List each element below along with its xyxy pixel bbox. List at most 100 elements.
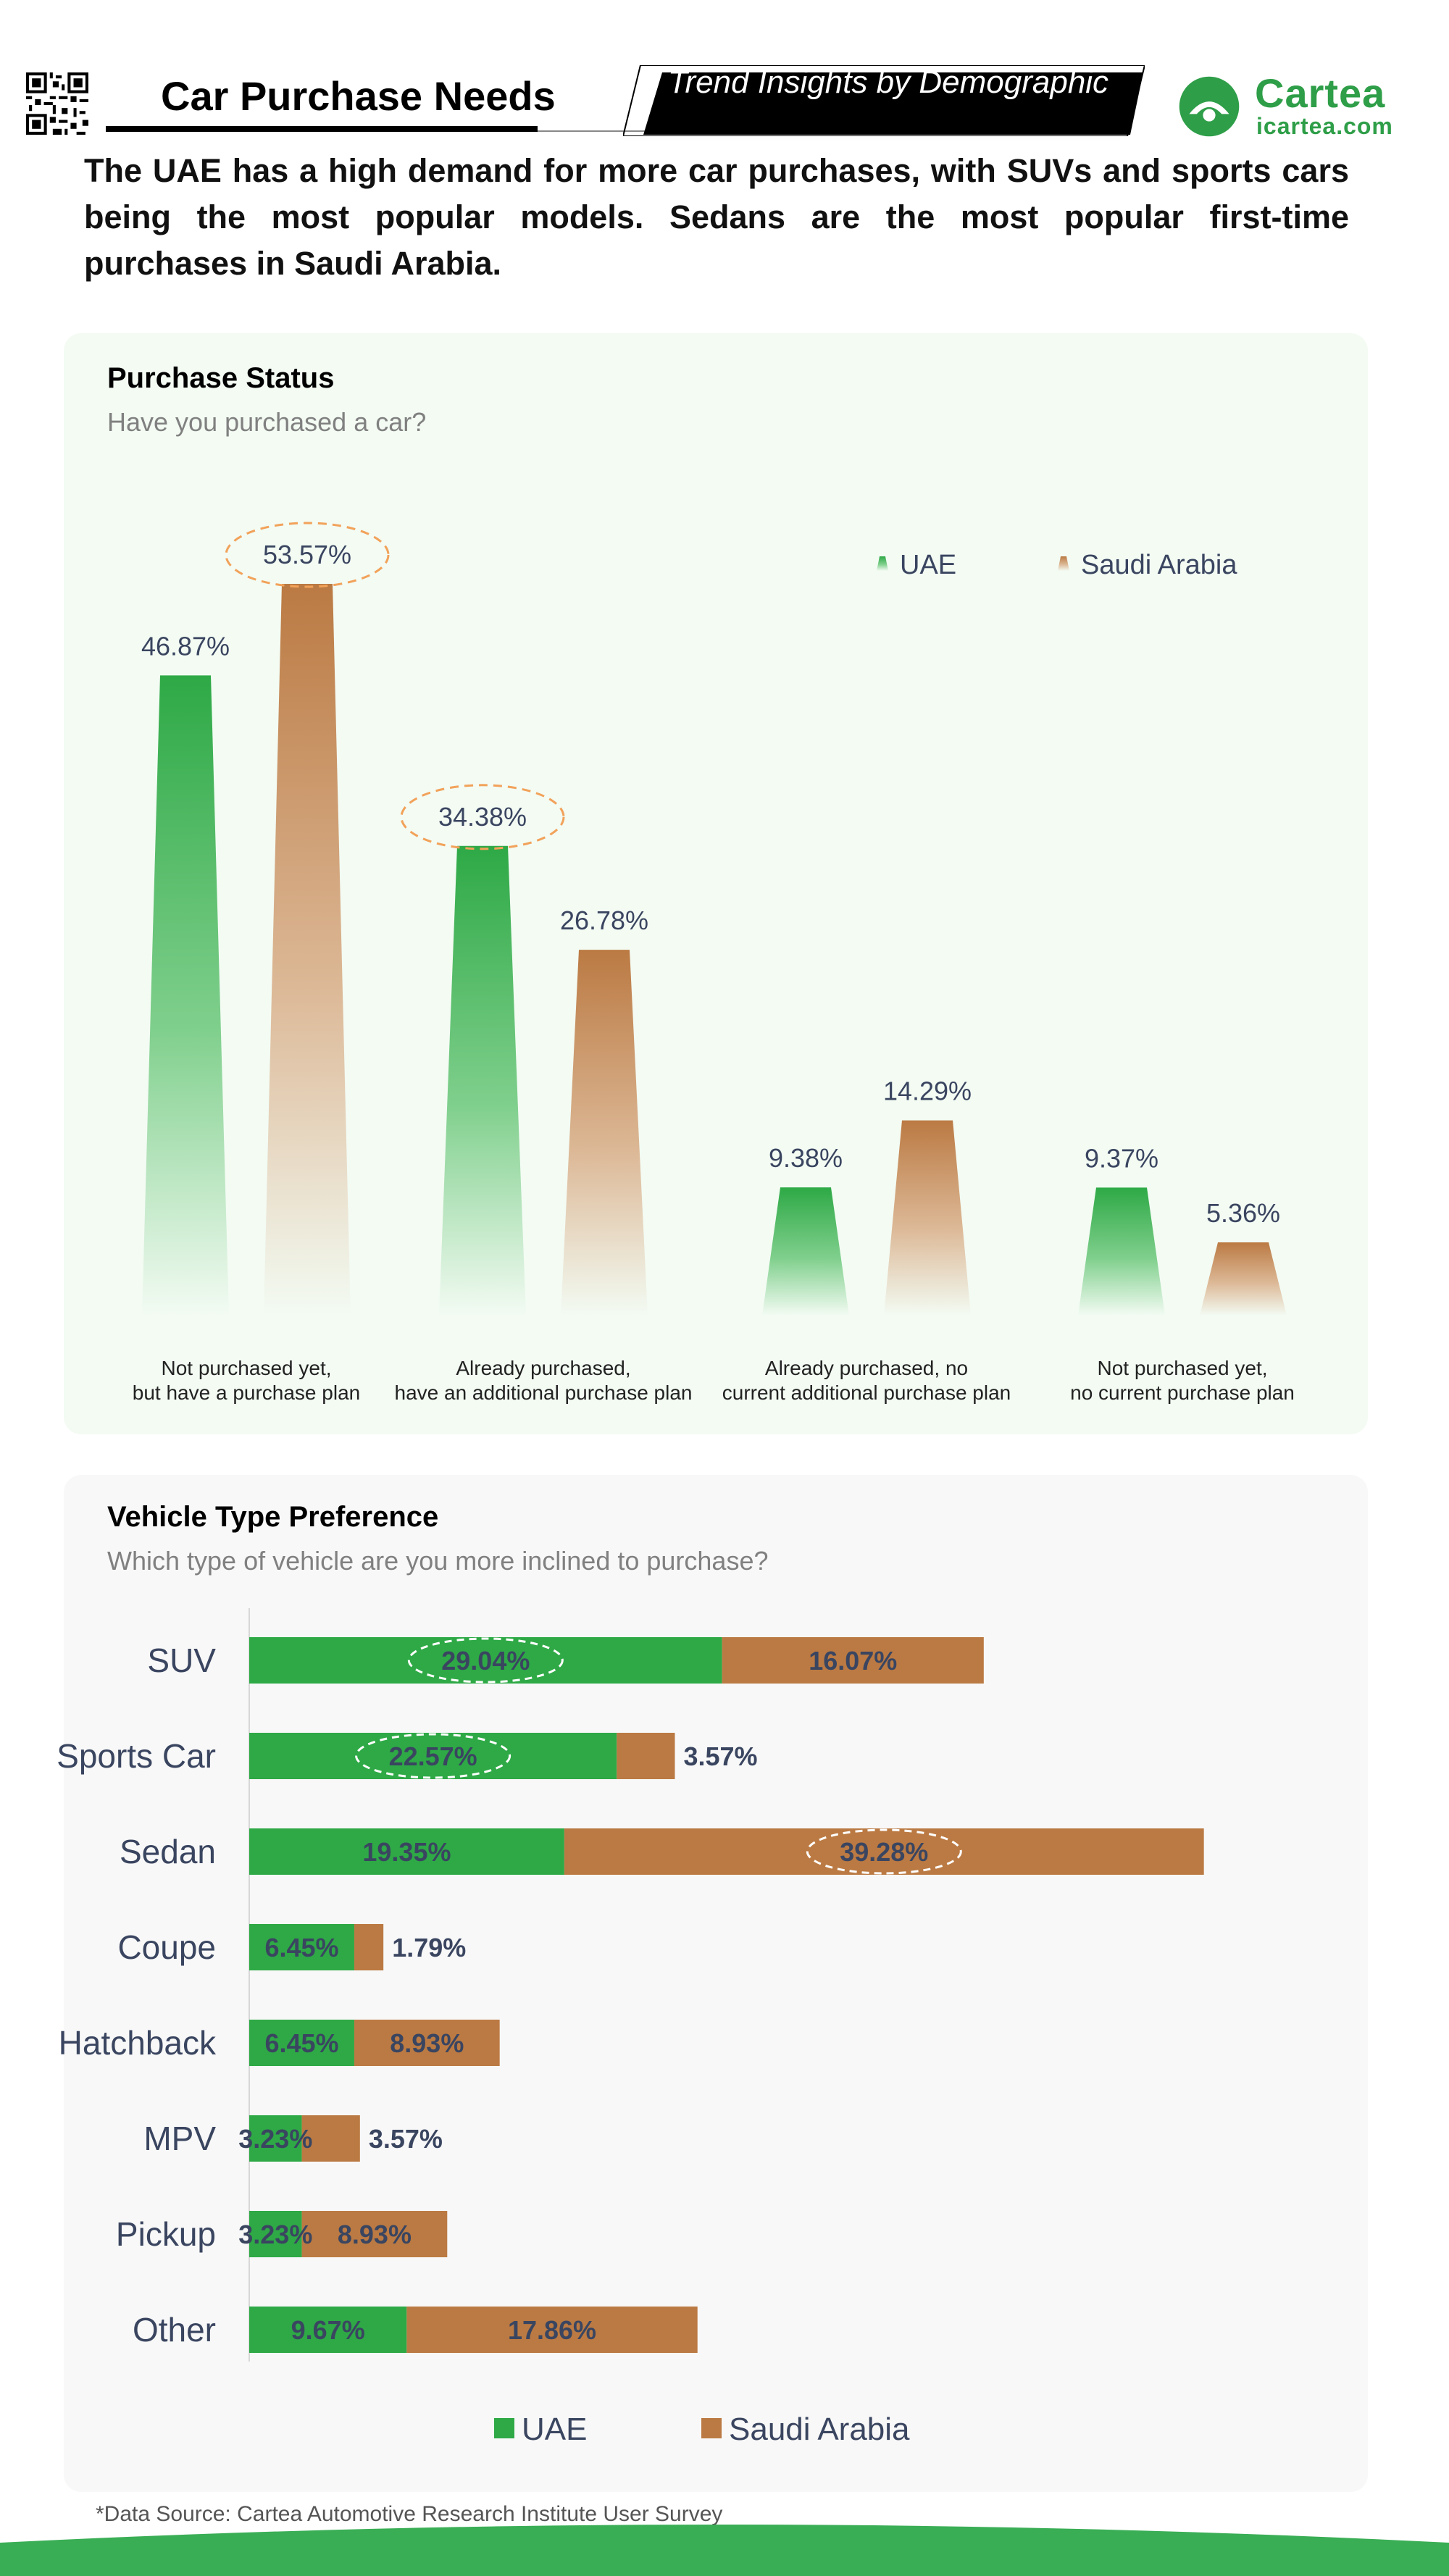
category-label-coupe: Coupe — [117, 1928, 216, 1966]
category-label-2: Already purchased,have an additional pur… — [395, 1357, 693, 1404]
value-label-uae-pickup: 3.23% — [238, 2220, 312, 2249]
bar-uae-pickup — [249, 2211, 302, 2257]
bar-saudi-arabia-mpv — [301, 2115, 360, 2162]
highlight-ring-saudi-arabia-sedan — [806, 1828, 962, 1875]
value-label-uae-suv: 29.04% — [441, 1646, 530, 1676]
value-label-uae-4: 9.37% — [1085, 1143, 1158, 1173]
value-label-uae-hatchback: 6.45% — [264, 2028, 338, 2058]
category-label-line: Not purchased yet, — [1097, 1357, 1267, 1379]
vehicle-type-title: Vehicle Type Preference — [107, 1501, 439, 1533]
title-underline — [106, 126, 538, 132]
value-label-saudi-arabia-mpv: 3.57% — [369, 2124, 443, 2154]
logo-url: icartea.com — [1256, 113, 1393, 139]
value-label-uae-other: 9.67% — [291, 2315, 365, 2345]
footer-wave — [0, 2525, 1449, 2576]
bar-saudi-arabia-1 — [264, 584, 351, 1316]
value-label-uae-sports-car: 22.57% — [389, 1741, 477, 1771]
category-label-line: no current purchase plan — [1070, 1381, 1295, 1404]
legend-swatch-uae — [877, 556, 888, 571]
data-source-note: *Data Source: Cartea Automotive Research… — [96, 2502, 723, 2526]
legend-label-saudi-arabia: Saudi Arabia — [1081, 550, 1237, 580]
legend-label-uae: UAE — [900, 550, 956, 580]
bar-uae-4 — [1078, 1187, 1165, 1316]
category-label-4: Not purchased yet,no current purchase pl… — [1070, 1357, 1295, 1404]
qr-code-icon — [26, 72, 88, 135]
title-block: Car Purchase Needs — [106, 64, 717, 136]
value-label-saudi-arabia-3: 14.29% — [883, 1076, 972, 1106]
legend-swatch-saudi-arabia — [701, 2418, 722, 2438]
value-label-saudi-arabia-other: 17.86% — [508, 2315, 596, 2345]
category-label-other: Other — [133, 2311, 216, 2349]
bar-saudi-arabia-3 — [884, 1120, 971, 1316]
legend-swatch-saudi-arabia — [1058, 556, 1069, 571]
value-label-saudi-arabia-2: 26.78% — [560, 906, 648, 935]
value-label-saudi-arabia-coupe: 1.79% — [392, 1933, 466, 1962]
value-label-saudi-arabia-1: 53.57% — [263, 540, 351, 569]
legend-swatch-uae — [494, 2418, 514, 2438]
page-title: Car Purchase Needs — [161, 73, 556, 119]
bar-uae-other — [249, 2307, 407, 2353]
category-label-line: but have a purchase plan — [133, 1381, 360, 1404]
category-label-hatchback: Hatchback — [59, 2024, 217, 2062]
category-label-sports-car: Sports Car — [57, 1737, 216, 1775]
vehicle-type-chart: SUV Sports Car Sedan Coupe Hatchback MPV Picku… — [57, 1608, 1204, 2447]
cartea-logo-icon — [1179, 76, 1240, 137]
value-label-saudi-arabia-pickup: 8.93% — [338, 2220, 412, 2249]
category-label-line: Not purchased yet, — [161, 1357, 331, 1379]
highlight-ring-uae-suv — [407, 1637, 564, 1684]
bar-uae-mpv — [249, 2115, 302, 2162]
bar-uae-coupe — [249, 1924, 354, 1970]
highlight-ring-uae-2 — [400, 784, 565, 850]
value-label-uae-2: 34.38% — [438, 802, 527, 832]
category-label-line: current additional purchase plan — [722, 1381, 1011, 1404]
legend-label-saudi-arabia: Saudi Arabia — [729, 2412, 910, 2447]
highlight-ring-saudi-arabia-1 — [225, 522, 390, 588]
bar-uae-suv — [249, 1637, 722, 1684]
value-label-saudi-arabia-hatchback: 8.93% — [390, 2028, 464, 2058]
value-label-uae-3: 9.38% — [769, 1143, 843, 1173]
bar-saudi-arabia-4 — [1200, 1242, 1287, 1316]
purchase-status-subtitle: Have you purchased a car? — [107, 407, 427, 437]
bar-uae-3 — [762, 1187, 849, 1316]
bar-saudi-arabia-2 — [561, 950, 648, 1316]
banner-text: Trend Insights by Demographic — [667, 67, 1109, 100]
value-label-uae-1: 46.87% — [141, 631, 230, 661]
category-label-line: Already purchased, no — [765, 1357, 968, 1379]
banner-shape — [623, 65, 1145, 136]
title-rule — [538, 130, 717, 132]
bar-saudi-arabia-sports-car — [617, 1733, 675, 1779]
purchase-status-title: Purchase Status — [107, 362, 335, 394]
bar-uae-2 — [439, 845, 526, 1316]
bar-saudi-arabia-coupe — [354, 1924, 384, 1970]
category-label-sedan: Sedan — [120, 1833, 216, 1870]
value-label-saudi-arabia-sports-car: 3.57% — [683, 1741, 757, 1771]
category-label-line: Already purchased, — [456, 1357, 630, 1379]
bar-saudi-arabia-other — [406, 2307, 698, 2353]
bar-uae-1 — [142, 675, 229, 1316]
value-label-saudi-arabia-sedan: 39.28% — [840, 1837, 928, 1867]
headline-summary: The UAE has a high demand for more car p… — [84, 152, 1349, 282]
bar-saudi-arabia-pickup — [301, 2211, 448, 2257]
logo-name: Cartea — [1255, 70, 1386, 116]
purchase-status-chart: 46.87% 34.38% 9.38% 9.37% 53.57% 26.78% 14.29%… — [133, 522, 1295, 1404]
category-label-pickup: Pickup — [116, 2215, 216, 2253]
bar-uae-sedan — [249, 1828, 564, 1875]
value-label-uae-mpv: 3.23% — [238, 2124, 312, 2154]
category-label-suv: SUV — [147, 1642, 216, 1679]
value-label-saudi-arabia-4: 5.36% — [1206, 1198, 1280, 1228]
category-label-1: Not purchased yet,but have a purchase pl… — [133, 1357, 360, 1404]
value-label-saudi-arabia-suv: 16.07% — [809, 1646, 897, 1676]
category-label-line: have an additional purchase plan — [395, 1381, 693, 1404]
legend-label-uae: UAE — [522, 2412, 587, 2447]
bar-saudi-arabia-suv — [722, 1637, 984, 1684]
category-label-mpv: MPV — [143, 2120, 216, 2157]
bar-uae-hatchback — [249, 2020, 354, 2066]
highlight-ring-uae-sports-car — [355, 1733, 511, 1779]
bar-uae-sports-car — [249, 1733, 617, 1779]
bar-saudi-arabia-sedan — [564, 1828, 1204, 1875]
value-label-uae-coupe: 6.45% — [264, 1933, 338, 1962]
value-label-uae-sedan: 19.35% — [362, 1837, 451, 1867]
bar-saudi-arabia-hatchback — [354, 2020, 500, 2066]
vehicle-type-subtitle: Which type of vehicle are you more incli… — [107, 1546, 769, 1576]
